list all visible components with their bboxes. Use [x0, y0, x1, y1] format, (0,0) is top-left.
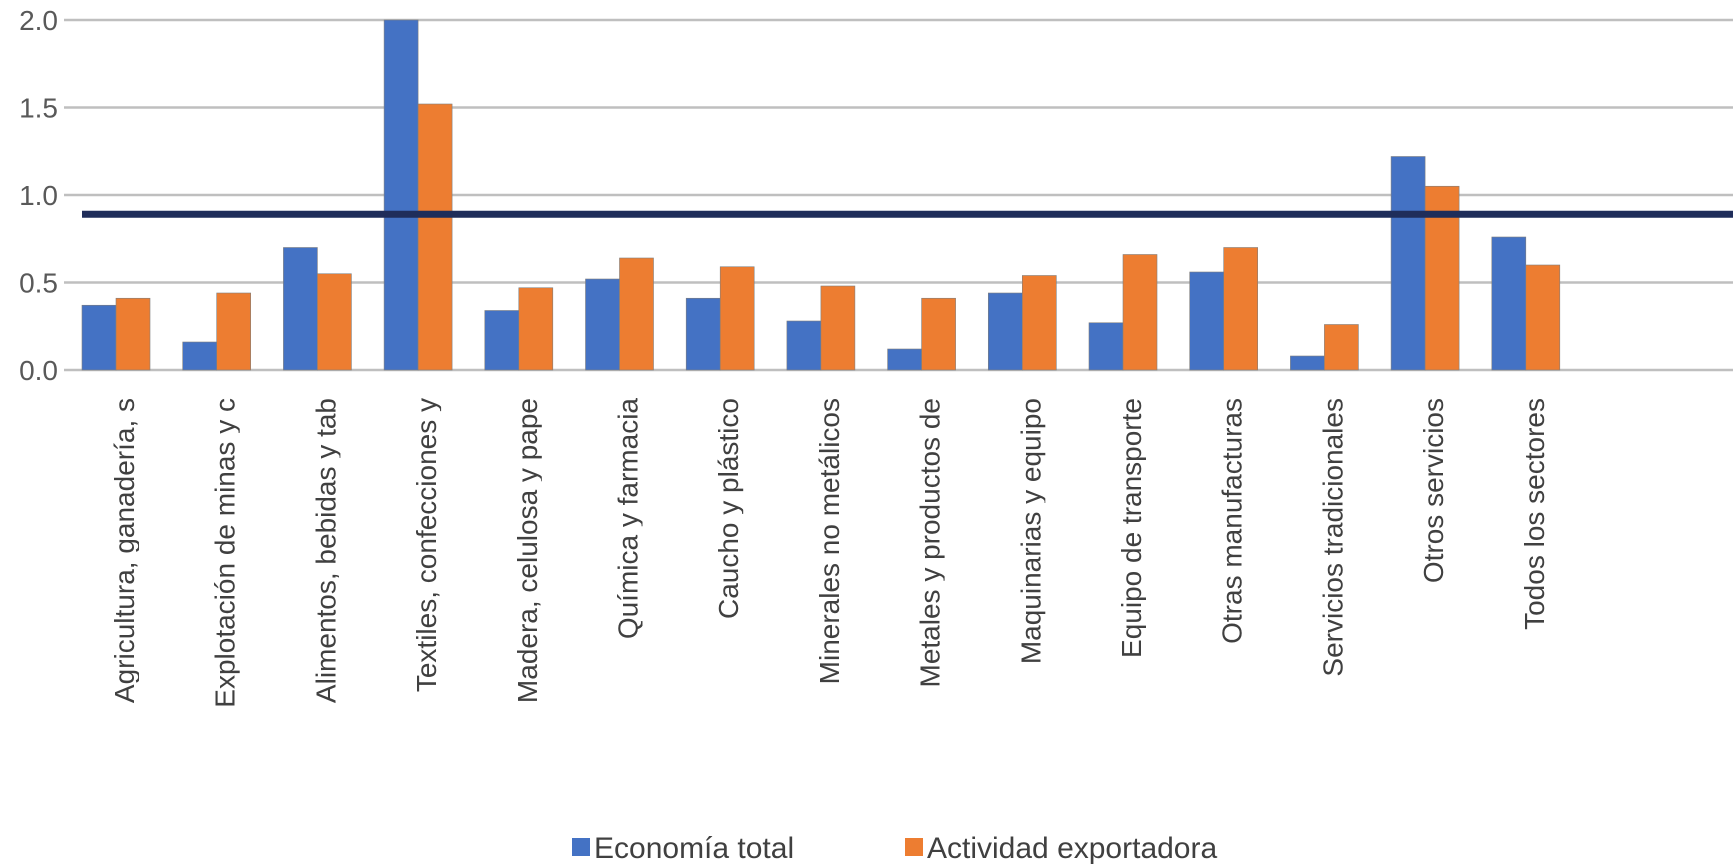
- bar-actividad-exportadora: [719, 266, 755, 371]
- bar-economia-total: [1290, 355, 1325, 371]
- y-tick-label: 1.5: [19, 93, 58, 124]
- bar-economia-total: [283, 247, 318, 371]
- legend-swatch: [572, 838, 590, 856]
- bar-actividad-exportadora: [619, 257, 654, 371]
- category-label: Textiles, confecciones y: [411, 398, 442, 692]
- y-axis-ticks: 0.0 0.5 1.0 1.5 2.0: [19, 5, 58, 386]
- y-tick-label: 1.0: [19, 180, 58, 211]
- bar-actividad-exportadora: [417, 103, 453, 371]
- category-label: Todos los sectores: [1519, 398, 1550, 630]
- legend-label: Economía total: [594, 832, 794, 865]
- category-label: Maquinarias y equipo: [1015, 398, 1046, 664]
- bar-actividad-exportadora: [317, 273, 352, 371]
- legend-swatch: [905, 838, 923, 856]
- bar-economia-total: [1491, 236, 1527, 371]
- bar-economia-total: [887, 348, 922, 371]
- legend-label: Actividad exportadora: [927, 832, 1217, 865]
- bar-economia-total: [484, 310, 520, 371]
- bar-economia-total: [182, 341, 217, 371]
- bar-actividad-exportadora: [921, 297, 956, 371]
- category-label: Servicios tradicionales: [1317, 398, 1348, 677]
- category-label: Madera, celulosa y pape: [512, 398, 543, 703]
- y-tick-label: 0.0: [19, 355, 58, 386]
- category-label: Metales y productos de: [915, 398, 946, 688]
- bar-economia-total: [1088, 322, 1124, 371]
- category-label: Explotación de minas y c: [210, 398, 241, 708]
- category-label: Alimentos, bebidas y tab: [310, 398, 341, 703]
- y-tick-label: 0.5: [19, 268, 58, 299]
- bar-actividad-exportadora: [1122, 254, 1158, 371]
- category-label: Otras manufacturas: [1217, 398, 1248, 644]
- bar-actividad-exportadora: [820, 285, 856, 371]
- bar-economia-total: [786, 320, 822, 371]
- category-label: Química y farmacia: [613, 398, 644, 640]
- bar-actividad-exportadora: [1021, 275, 1057, 371]
- y-tick-label: 2.0: [19, 5, 58, 36]
- bar-economia-total: [585, 278, 620, 371]
- bar-economia-total: [1189, 271, 1224, 371]
- bar-economia-total: [81, 304, 117, 371]
- bar-actividad-exportadora: [216, 292, 251, 371]
- bar-actividad-exportadora: [518, 287, 554, 371]
- x-axis-categories: Agricultura, ganadería, s Explotación de …: [109, 398, 1550, 708]
- category-label: Agricultura, ganadería, s: [109, 398, 140, 703]
- legend: Economía total Actividad exportadora: [572, 832, 1217, 865]
- category-label: Equipo de transporte: [1116, 398, 1147, 658]
- category-label: Minerales no metálicos: [814, 398, 845, 684]
- bar-actividad-exportadora: [1324, 324, 1359, 371]
- bar-economia-total: [987, 292, 1023, 371]
- bar-economia-total: [685, 297, 721, 371]
- bar-economia-total: [383, 19, 419, 371]
- category-label: Caucho y plástico: [713, 398, 744, 619]
- bar-economia-total: [1390, 156, 1426, 371]
- bar-actividad-exportadora: [115, 297, 151, 371]
- bar-actividad-exportadora: [1223, 247, 1258, 371]
- category-label: Otros servicios: [1418, 398, 1449, 583]
- bar-actividad-exportadora: [1525, 264, 1561, 371]
